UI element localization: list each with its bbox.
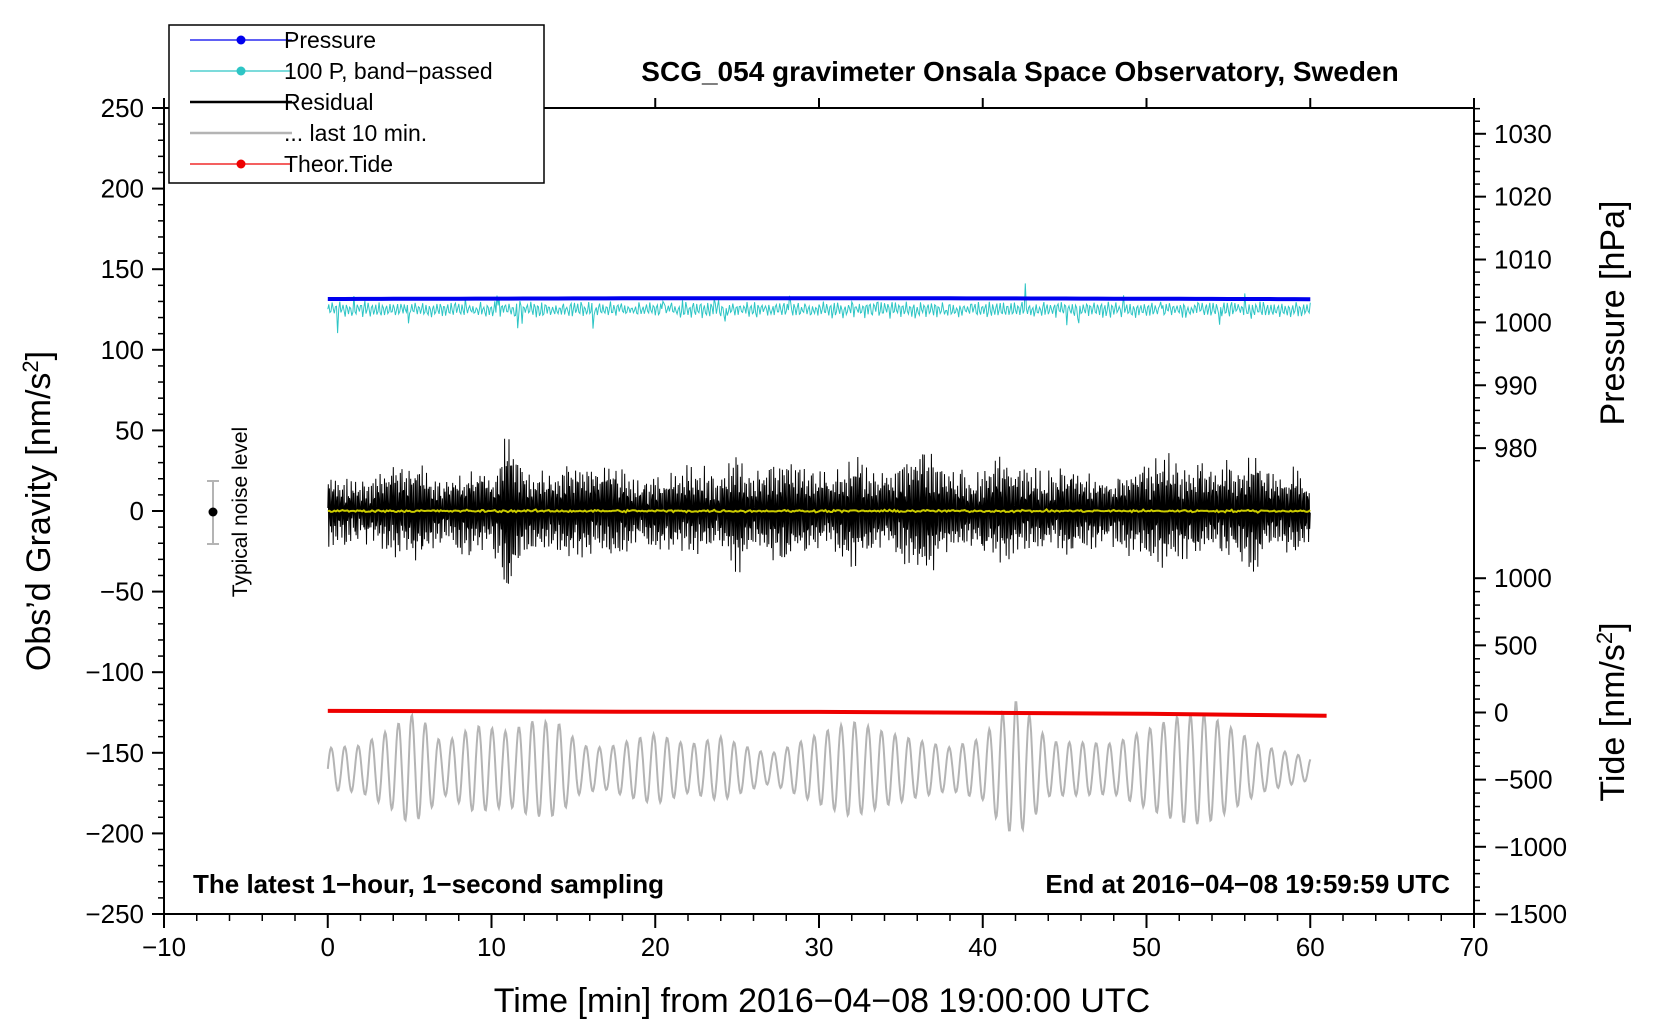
y-axis-label-tide-sup: 2 (1592, 632, 1617, 644)
legend-label: Residual (284, 89, 374, 115)
pressure-tick-label: 1010 (1494, 245, 1552, 275)
legend-label: Theor.Tide (284, 151, 393, 177)
x-tick-label: 40 (968, 932, 997, 962)
y-left-tick-label: 0 (130, 496, 144, 526)
legend-swatch-marker (236, 159, 246, 169)
legend-item: 100 P, band−passed (190, 58, 493, 84)
legend-swatch-marker (236, 35, 246, 45)
y-axis-label-left: Obs’d Gravity [nm/s2] (18, 351, 58, 671)
x-tick-label: 60 (1296, 932, 1325, 962)
y-left-tick-label: 100 (101, 335, 144, 365)
y-left-tick-label: −150 (85, 738, 144, 768)
x-tick-label: 0 (321, 932, 335, 962)
tide-tick-label: 1000 (1494, 563, 1552, 593)
y-left-tick-label: 150 (101, 254, 144, 284)
legend-label: Pressure (284, 27, 376, 53)
last-10-min-line (326, 701, 1312, 833)
legend-box (168, 24, 545, 184)
y-axis-label-tide-end: ] (1594, 622, 1632, 631)
theor-tide-line (327, 708, 1327, 718)
legend: Pressure 100 P, band−passed Residual ... la… (168, 24, 545, 184)
tide-tick-label: 0 (1494, 698, 1508, 728)
y-axis-label-left-sup: 2 (18, 360, 43, 372)
legend-item: Pressure (190, 27, 376, 53)
tide-tick-label: 500 (1494, 630, 1537, 660)
y-axis-label-left-end: ] (20, 351, 58, 360)
y-axis-label-tide-main: Tide [nm/s (1594, 644, 1632, 801)
y-left-tick-label: −250 (85, 899, 144, 929)
x-tick-label: 10 (477, 932, 506, 962)
pressure-tick-label: 1020 (1494, 182, 1552, 212)
x-tick-label: 20 (641, 932, 670, 962)
pressure-tick-label: 1000 (1494, 307, 1552, 337)
legend-label: ... last 10 min. (284, 120, 427, 146)
y-axis-label-tide: Tide [nm/s2] (1592, 622, 1632, 801)
tide-tick-label: −1500 (1494, 899, 1567, 929)
pressure-tick-label: 980 (1494, 433, 1537, 463)
axis-layer: −10 0 10 20 30 40 50 60 70250200150100500−50−100… (85, 93, 1567, 962)
legend-swatch-marker (236, 66, 246, 76)
y-left-tick-label: −100 (85, 657, 144, 687)
legend-item: Theor.Tide (190, 151, 393, 177)
x-tick-label: −10 (142, 932, 186, 962)
legend-item: Residual (190, 89, 374, 115)
legend-items: Pressure 100 P, band−passed Residual ... la… (190, 27, 493, 177)
x-tick-label: 70 (1460, 932, 1489, 962)
y-axis-label-left-main: Obs’d Gravity [nm/s (20, 373, 58, 672)
y-left-tick-label: −200 (85, 818, 144, 848)
x-tick-label: 50 (1132, 932, 1161, 962)
y-left-tick-label: −50 (100, 577, 144, 607)
tide-tick-label: −500 (1494, 765, 1553, 795)
x-tick-label: 30 (805, 932, 834, 962)
series-layer (326, 283, 1327, 833)
chart-title: SCG_054 gravimeter Onsala Space Observat… (641, 56, 1398, 87)
pressure-tick-label: 1030 (1494, 119, 1552, 149)
annotation-bottom-left: The latest 1−hour, 1−second sampling (193, 869, 664, 899)
y-left-tick-label: 250 (101, 93, 144, 123)
y-axis-label-pressure: Pressure [hPa] (1594, 201, 1632, 426)
tide-tick-label: −1000 (1494, 832, 1567, 862)
noise-bar: Typical noise level (207, 427, 252, 597)
legend-item: ... last 10 min. (190, 120, 427, 146)
y-left-tick-label: 50 (115, 415, 144, 445)
bandpassed-pressure-line (327, 283, 1311, 334)
pressure-line (327, 296, 1311, 302)
residual-line (327, 438, 1311, 584)
legend-label: 100 P, band−passed (284, 58, 493, 84)
x-axis-label: Time [min] from 2016−04−08 19:00:00 UTC (494, 982, 1150, 1020)
pressure-tick-label: 990 (1494, 370, 1537, 400)
y-left-tick-label: 200 (101, 174, 144, 204)
noise-bar-dot (208, 507, 218, 517)
noise-bar-label: Typical noise level (229, 427, 252, 597)
residual-mean-line (327, 508, 1311, 514)
annotation-bottom-right: End at 2016−04−08 19:59:59 UTC (1045, 869, 1450, 899)
